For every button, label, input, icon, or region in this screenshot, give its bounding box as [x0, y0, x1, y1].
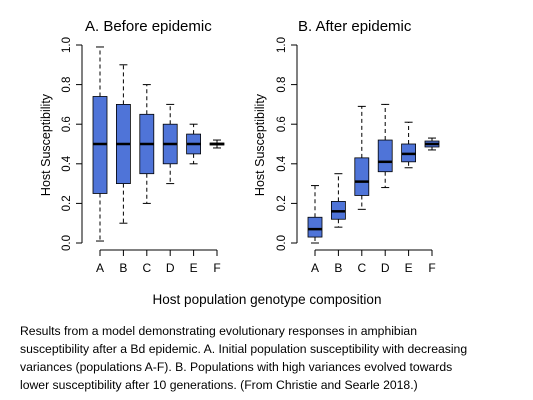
y-tick-label: 0.2	[61, 195, 73, 211]
caption: Results from a model demonstrating evolu…	[20, 324, 467, 392]
caption-line: lower susceptibility after 10 generation…	[20, 378, 418, 392]
x-tick-label: B	[119, 261, 127, 275]
y-tick-label: 0.4	[61, 155, 73, 172]
caption-line: variances (populations A-F). B. Populati…	[20, 360, 452, 374]
box	[307, 216, 323, 238]
x-tick-label: E	[405, 261, 413, 275]
x-tick-label: B	[334, 261, 342, 275]
chart-title: B. After epidemic	[298, 18, 412, 35]
x-tick-label: A	[311, 261, 319, 275]
y-tick-label: 0.6	[276, 116, 288, 132]
y-tick-label: 0.2	[276, 195, 288, 211]
x-tick-label: C	[357, 261, 366, 275]
y-axis-label: Host Susceptibility	[253, 93, 267, 196]
y-tick-label: 0.0	[61, 235, 73, 251]
x-tick-label: C	[142, 261, 151, 275]
y-tick-label: 0.0	[276, 235, 288, 251]
x-axis-label: Host population genotype composition	[153, 292, 382, 307]
y-tick-label: 0.8	[61, 77, 73, 93]
y-tick-label: 1.0	[61, 37, 73, 53]
y-tick-label: 0.4	[276, 155, 288, 172]
x-tick-label: F	[213, 261, 220, 275]
x-tick-label: A	[96, 261, 104, 275]
x-tick-label: D	[166, 261, 175, 275]
chart-title: A. Before epidemic	[85, 18, 212, 35]
y-tick-label: 0.8	[276, 77, 288, 93]
x-tick-label: E	[190, 261, 198, 275]
y-tick-label: 0.6	[61, 116, 73, 132]
y-tick-label: 1.0	[276, 37, 288, 53]
y-axis-label: Host Susceptibility	[39, 93, 53, 196]
box	[354, 157, 370, 196]
caption-line: susceptibility after a Bd epidemic. A. I…	[20, 342, 467, 356]
x-tick-label: F	[428, 261, 435, 275]
x-tick-label: D	[381, 261, 390, 275]
caption-line: Results from a model demonstrating evolu…	[20, 324, 417, 338]
box	[377, 139, 393, 173]
